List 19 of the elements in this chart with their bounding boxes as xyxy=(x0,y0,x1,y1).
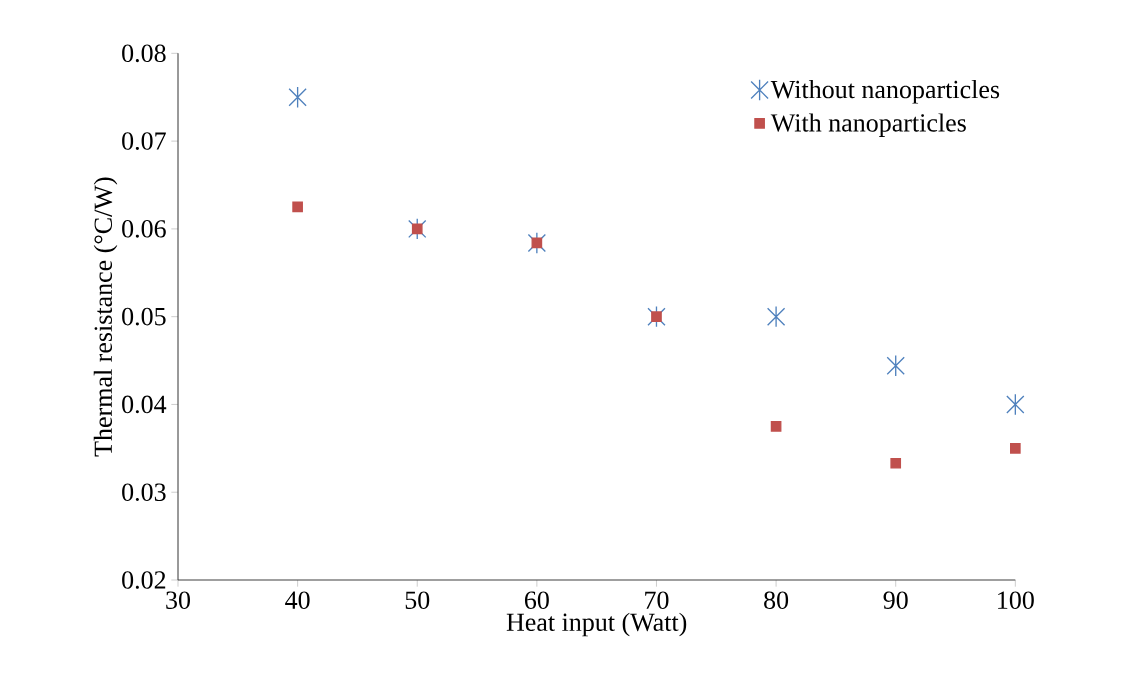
y-axis-title: Thermal resistance (°C/W) xyxy=(93,177,118,457)
legend-label: Without nanoparticles xyxy=(770,80,1000,104)
y-tick-label: 0.06 xyxy=(122,220,166,238)
y-tick-label: 0.04 xyxy=(122,395,167,414)
y-tick-label: 0.03 xyxy=(122,483,166,502)
legend-label: With nanoparticles xyxy=(770,113,966,137)
y-tick-label: 0.08 xyxy=(122,44,166,63)
x-tick-label: 80 xyxy=(764,591,789,609)
y-tick-label: 0.07 xyxy=(122,132,166,150)
x-tick-label: 50 xyxy=(405,591,430,609)
x-tick-label: 70 xyxy=(645,591,669,609)
x-tick-label: 40 xyxy=(285,591,310,609)
x-tick-label: 30 xyxy=(166,591,190,609)
x-tick-label: 90 xyxy=(883,591,908,609)
x-tick-label: 60 xyxy=(524,591,549,609)
x-tick-label: 100 xyxy=(998,591,1034,609)
y-tick-label: 0.02 xyxy=(122,571,166,589)
y-tick-label: 0.05 xyxy=(122,307,166,326)
x-axis-title: Heat input (Watt) xyxy=(506,612,687,637)
